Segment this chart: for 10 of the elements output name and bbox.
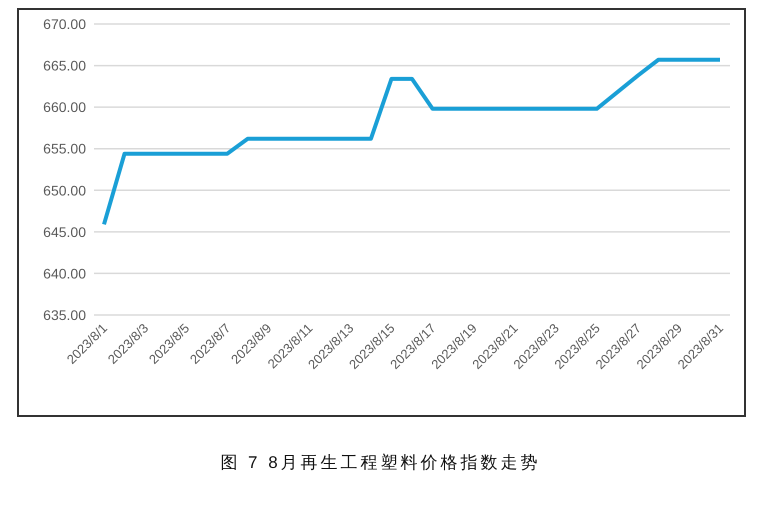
y-tick-label: 635.00 [43, 306, 86, 323]
y-tick-label: 650.00 [43, 182, 86, 198]
y-tick-label: 640.00 [43, 265, 86, 282]
y-tick-label: 670.00 [43, 16, 86, 32]
line-series [102, 58, 722, 226]
text: 图 7 8月再生工程塑料价格指数走势 [219, 452, 542, 474]
y-tick-label: 645.00 [43, 224, 86, 240]
y-tick-label: 665.00 [43, 58, 86, 74]
y-tick-label: 660.00 [43, 99, 86, 116]
y-tick-label: 655.00 [43, 140, 86, 157]
